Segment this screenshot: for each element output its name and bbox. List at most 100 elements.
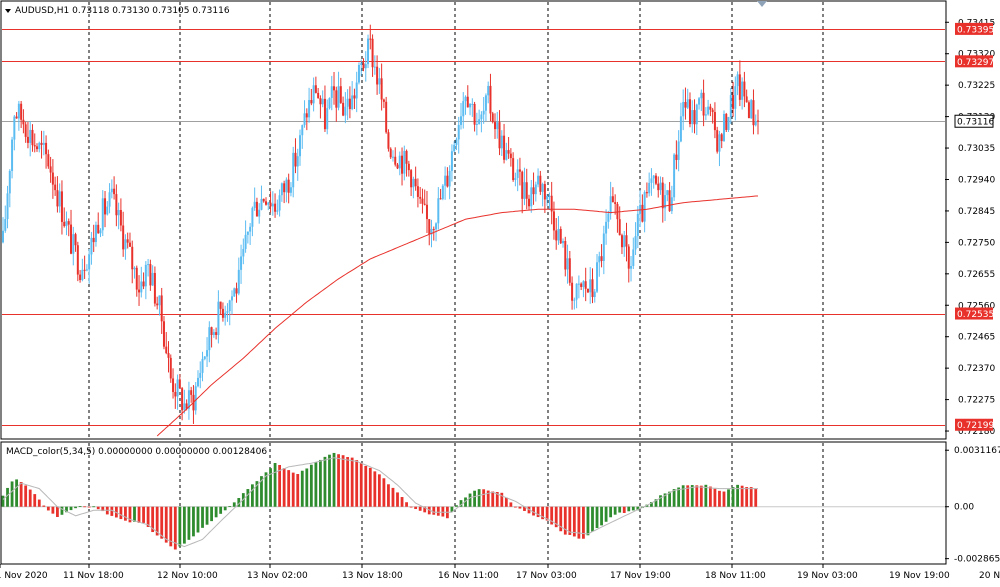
candle-body (147, 264, 150, 266)
candle-body (206, 350, 209, 357)
scroll-marker-icon[interactable] (757, 1, 767, 7)
candle-body (401, 155, 404, 174)
macd-bar (314, 462, 318, 507)
candle-body (562, 241, 565, 244)
candle-body (634, 236, 637, 250)
candle-body (317, 92, 320, 99)
macd-bar (690, 485, 694, 507)
macd-bar (287, 470, 291, 507)
candle-body (539, 175, 542, 192)
macd-bar (459, 500, 463, 507)
candle-body (702, 92, 705, 116)
candle-body (566, 258, 569, 270)
time-label: 17 Nov 03:00 (516, 571, 577, 581)
candle-body (131, 246, 134, 270)
macd-bar (672, 489, 676, 507)
candle-body (514, 178, 517, 181)
candle-body (108, 192, 111, 207)
macd-bar (6, 487, 9, 507)
candle-body (305, 113, 308, 118)
candle-body (577, 283, 580, 285)
macd-bar (727, 489, 730, 507)
candle-body (503, 135, 506, 160)
candle-body (328, 98, 331, 109)
candle-body (432, 228, 435, 230)
candle-body (673, 154, 676, 198)
macd-bar (405, 502, 408, 507)
candle-body (405, 150, 408, 164)
candle-body (414, 178, 417, 187)
macd-bar (699, 485, 703, 507)
candle-body (355, 82, 358, 99)
macd-bar (377, 474, 381, 507)
candle-body (94, 224, 97, 243)
candle-body (489, 85, 492, 114)
candle-body (219, 301, 222, 309)
candle-body (528, 198, 531, 207)
candle-body (382, 99, 385, 102)
macd-bar (418, 506, 422, 511)
candle-body (620, 235, 623, 248)
candle-body (441, 185, 444, 199)
macd-bar (28, 489, 32, 507)
price-tick-label: 0.72275 (958, 396, 995, 406)
macd-bar (260, 476, 263, 507)
candle-body (74, 234, 77, 246)
main-frame (0, 0, 947, 440)
time-label: 12 Nov 10:00 (157, 571, 218, 581)
macd-bar (246, 489, 250, 507)
candle-body (126, 239, 129, 243)
candle-body (589, 279, 592, 293)
price-tick-label: 0.72180 (958, 427, 995, 437)
macd-bar (1, 495, 5, 507)
macd-bar (536, 506, 540, 518)
macd-bar (124, 506, 127, 521)
macd-bar (631, 506, 635, 511)
price-tick-label: 0.73320 (958, 50, 995, 60)
candle-body (423, 203, 426, 205)
candle-body (743, 81, 746, 97)
candle-body (342, 102, 345, 116)
candle-body (661, 182, 664, 209)
candle-body (63, 221, 66, 227)
candle-body (70, 224, 73, 254)
candle-body (224, 312, 227, 318)
macd-bar (423, 506, 427, 513)
macd-bar (704, 484, 708, 507)
level-tag-label: 0.73395 (957, 25, 994, 35)
macd-bar (613, 506, 617, 515)
candle-body (360, 63, 363, 66)
candle-body (237, 269, 240, 294)
macd-bar (627, 506, 631, 512)
candle-body (267, 202, 270, 205)
candle-body (639, 204, 642, 214)
macd-bar (264, 472, 268, 507)
candle-body (97, 224, 100, 234)
candle-body (425, 204, 428, 220)
candle-body (312, 85, 315, 104)
candle-body (149, 264, 152, 286)
candle-body (498, 122, 501, 149)
level-tag (955, 55, 993, 68)
macd-bar (214, 506, 218, 518)
candle-body (42, 142, 45, 145)
candle-body (747, 102, 750, 119)
candle-body (471, 103, 474, 105)
macd-histogram (1, 452, 758, 550)
candle-body (688, 99, 691, 125)
candle-body (509, 153, 512, 159)
candle-body (741, 81, 744, 100)
candle-body (532, 187, 535, 195)
macd-bar (668, 491, 671, 507)
macd-tick-label: -0.002865 (954, 555, 1000, 565)
macd-bar (523, 506, 526, 511)
candle-body (462, 101, 465, 117)
candle-body (228, 300, 231, 312)
chevron-down-icon[interactable] (5, 9, 11, 13)
candle-body (269, 202, 272, 207)
candle-body (183, 403, 186, 411)
candle-body (31, 129, 34, 146)
candle-body (571, 282, 574, 301)
macd-bar (319, 459, 322, 507)
